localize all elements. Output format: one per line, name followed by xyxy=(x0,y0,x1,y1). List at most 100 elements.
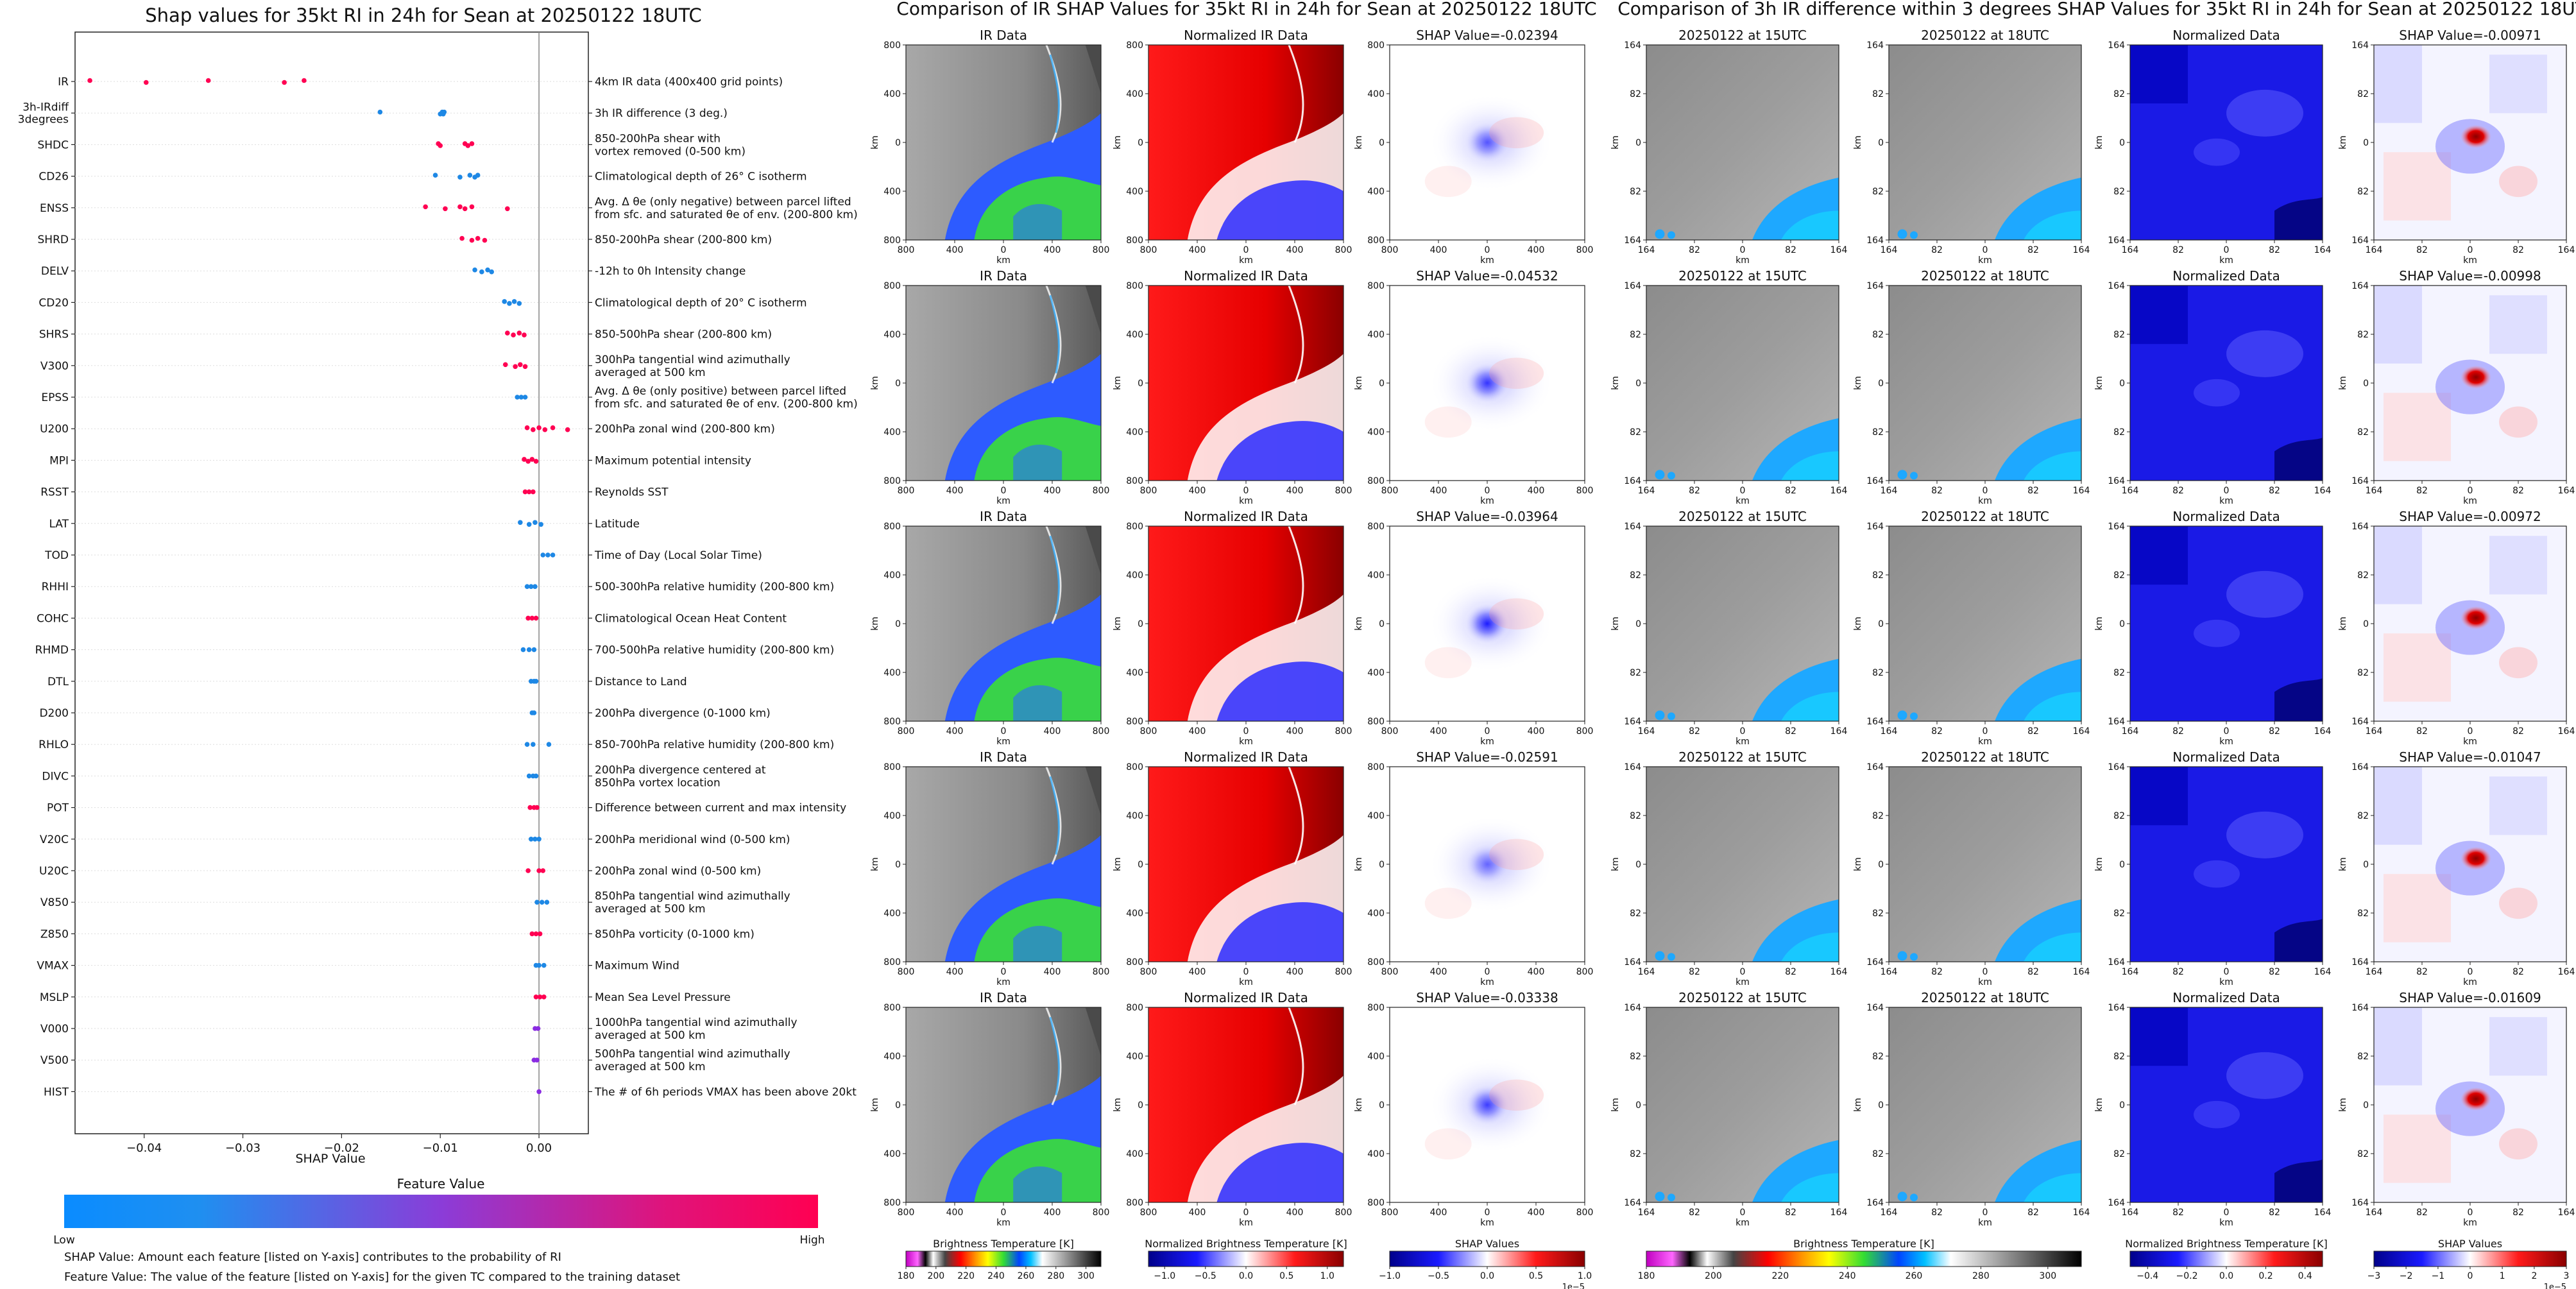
panel-x-tick-label: 82 xyxy=(2416,967,2428,977)
feature-code-label: D200 xyxy=(39,707,69,720)
panel-y-axis-label: km xyxy=(870,376,880,390)
panel-x-tick-label: 800 xyxy=(1140,245,1157,255)
panel-y-tick-label: 800 xyxy=(1126,281,1143,291)
shap-point xyxy=(531,427,536,432)
panel-y-axis-label: km xyxy=(1610,135,1621,149)
shap-point xyxy=(541,994,547,1000)
norm-image xyxy=(1148,525,1343,721)
feature-description: 3h IR difference (3 deg.) xyxy=(595,107,728,120)
shap-point xyxy=(529,931,535,937)
panel-x-tick-label: 164 xyxy=(1881,486,1898,496)
normblue-image xyxy=(2130,45,2323,240)
panel-y-tick-label: 82 xyxy=(1630,570,1641,581)
panel-y-tick-label: 400 xyxy=(1126,330,1143,340)
panel-x-tick-label: 82 xyxy=(2269,726,2280,737)
feature-code-label: Z850 xyxy=(40,928,69,941)
panel-x-tick-label: 0 xyxy=(1485,486,1490,496)
feature-code-label: RSST xyxy=(40,486,69,499)
panel-x-tick-label: 0 xyxy=(1001,245,1007,255)
panel-x-tick-label: 800 xyxy=(1381,1208,1399,1218)
panel-y-tick-label: 164 xyxy=(1866,762,1884,773)
panel-y-axis-label: km xyxy=(870,857,880,871)
panel-y-tick-label: 82 xyxy=(2113,909,2125,919)
panel-y-axis-label: km xyxy=(2338,617,2348,631)
panel-x-tick-label: 800 xyxy=(1381,245,1399,255)
panel-y-tick-label: 0 xyxy=(1379,619,1385,629)
feature-description: 850hPa tangential wind azimuthally xyxy=(595,890,790,903)
panel-x-tick-label: 800 xyxy=(1576,1208,1594,1218)
gray-image xyxy=(1646,45,1839,240)
panel-title: IR Data xyxy=(980,28,1027,43)
panel-y-tick-label: 164 xyxy=(2351,40,2369,51)
panel-x-tick-label: 82 xyxy=(2416,486,2428,496)
panel-y-tick-label: 0 xyxy=(895,138,901,148)
shap-point xyxy=(457,204,463,210)
panel-y-tick-label: 164 xyxy=(2351,235,2369,246)
panel-x-tick-label: 82 xyxy=(2027,245,2039,255)
panel-x-tick-label: 400 xyxy=(1528,967,1545,977)
panel-x-tick-label: 400 xyxy=(946,967,964,977)
colorbar xyxy=(1389,1251,1585,1267)
feature-description: Time of Day (Local Solar Time) xyxy=(594,549,762,562)
shap-point xyxy=(475,173,481,178)
colorbar-tick-label: 240 xyxy=(1839,1271,1856,1281)
panel-y-tick-label: 0 xyxy=(895,619,901,629)
panel-x-tick-label: 0 xyxy=(1983,486,1988,496)
shap-point xyxy=(539,900,545,905)
panel-x-tick-label: 0 xyxy=(1001,486,1007,496)
feature-code-label: V850 xyxy=(40,896,69,909)
panel-y-tick-label: 400 xyxy=(1126,89,1143,99)
colorbar-tick-label: 280 xyxy=(1972,1271,1990,1281)
panel-y-tick-label: 0 xyxy=(1379,138,1385,148)
panel-x-axis-label: km xyxy=(1480,977,1494,987)
colorbar-tick-label: 200 xyxy=(1705,1271,1722,1281)
panel-x-tick-label: 82 xyxy=(1931,245,1943,255)
panel-y-tick-label: 0 xyxy=(895,379,901,389)
shap-point xyxy=(537,931,543,937)
panel-x-tick-label: 164 xyxy=(2558,1208,2575,1218)
panel-x-tick-label: 164 xyxy=(2073,967,2090,977)
gray-image xyxy=(1889,767,2081,962)
panel-title: Normalized Data xyxy=(2172,28,2280,43)
shap-point xyxy=(522,364,528,370)
panel-x-tick-label: 800 xyxy=(898,1208,915,1218)
feature-code-label: CD26 xyxy=(38,171,69,184)
shap-point xyxy=(540,868,546,873)
colorbar xyxy=(1646,1251,2082,1267)
feature-description: 850-700hPa relative humidity (200-800 km… xyxy=(595,738,834,751)
panel-y-tick-label: 82 xyxy=(1630,811,1641,821)
panel-y-tick-label: 0 xyxy=(2363,619,2369,629)
colorbar-label: Normalized Brightness Temperature [K] xyxy=(2125,1238,2328,1250)
panel-x-tick-label: 82 xyxy=(2416,1208,2428,1218)
shap-point xyxy=(536,1089,542,1095)
panel-x-tick-label: 800 xyxy=(1140,1208,1157,1218)
panel-x-tick-label: 0 xyxy=(2224,486,2230,496)
panel-title: Normalized Data xyxy=(2172,268,2280,284)
panel-x-tick-label: 164 xyxy=(2314,486,2332,496)
shap-point xyxy=(528,584,534,589)
panel-title: SHAP Value=-0.02394 xyxy=(1416,28,1558,43)
shap-point xyxy=(550,552,556,558)
shap-point xyxy=(541,962,547,968)
panel-y-tick-label: 400 xyxy=(1367,89,1385,99)
shap-point xyxy=(542,427,548,432)
norm-image xyxy=(1148,766,1343,962)
panel-y-tick-label: 82 xyxy=(1630,1052,1641,1062)
panel-y-tick-label: 0 xyxy=(1379,379,1385,389)
panel-y-tick-label: 82 xyxy=(1872,89,1884,99)
panel-x-tick-label: 0 xyxy=(2224,967,2230,977)
shap-point xyxy=(550,425,556,431)
panel-x-tick-label: 164 xyxy=(1830,726,1848,737)
panel-y-tick-label: 164 xyxy=(1866,1198,1884,1208)
feature-description: 850-500hPa shear (200-800 km) xyxy=(595,329,772,341)
panel-x-tick-label: 82 xyxy=(2027,726,2039,737)
panel-x-tick-label: 0 xyxy=(1485,1208,1490,1218)
feature-description: 500-300hPa relative humidity (200-800 km… xyxy=(595,581,834,593)
panel-y-tick-label: 164 xyxy=(1624,762,1641,773)
panel-y-tick-label: 164 xyxy=(1866,235,1884,246)
panel-y-tick-label: 82 xyxy=(2113,668,2125,678)
panel-x-tick-label: 164 xyxy=(2314,726,2332,737)
panel-x-tick-label: 164 xyxy=(2122,967,2139,977)
panel-y-tick-label: 400 xyxy=(1367,330,1385,340)
panel-y-tick-label: 800 xyxy=(883,762,901,773)
